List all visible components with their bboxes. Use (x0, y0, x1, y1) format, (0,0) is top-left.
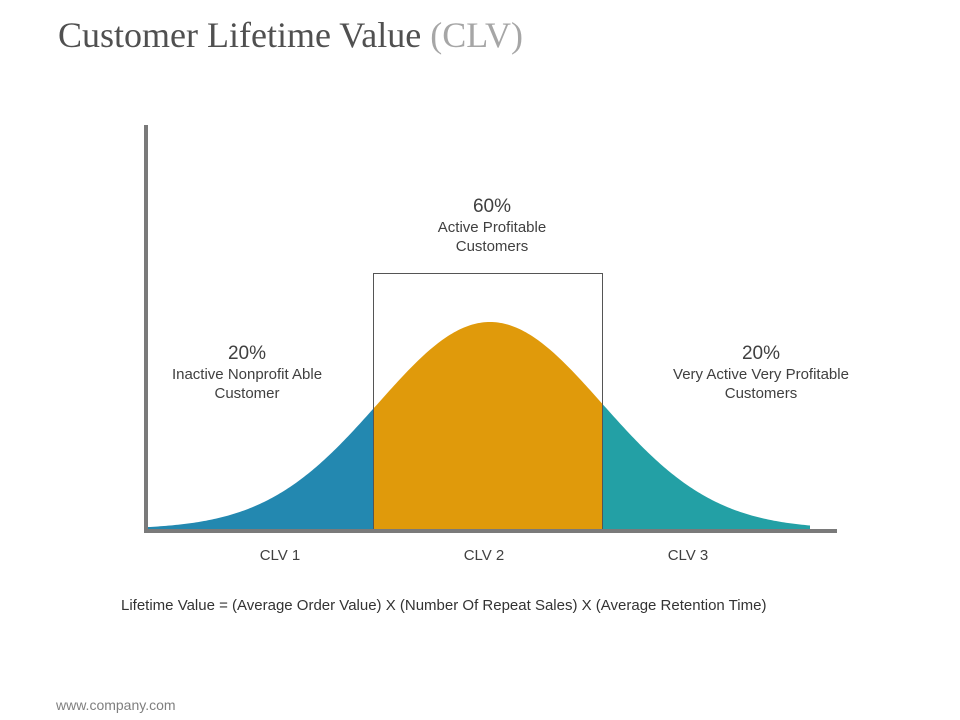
title-sub: (CLV) (430, 15, 523, 55)
title-main: Customer Lifetime Value (58, 15, 422, 55)
segment-percent-clv3: 20% (741, 343, 781, 364)
curve-segment-clv3 (602, 403, 810, 529)
segment-label-clv2: 60% Active Profitable Customers (392, 196, 592, 256)
segment-label-clv3: 20% Very Active Very Profitable Customer… (646, 343, 876, 403)
page-title: Customer Lifetime Value (CLV) (58, 14, 523, 56)
segment-desc-clv1-line1: Inactive Nonprofit Able (171, 366, 323, 383)
segment-percent-clv1: 20% (227, 343, 267, 364)
segment-percent-clv2: 60% (472, 196, 512, 217)
axis-label-clv3: CLV 3 (667, 547, 709, 564)
curve-segment-clv1 (148, 409, 373, 529)
axis-label-clv2: CLV 2 (463, 547, 505, 564)
axis-label-clv1: CLV 1 (259, 547, 301, 564)
segment-desc-clv3-line2: Customers (724, 385, 798, 402)
curve-segment-clv2 (373, 322, 602, 529)
clv-formula: Lifetime Value = (Average Order Value) X… (121, 597, 767, 614)
footer-url: www.company.com (56, 697, 176, 713)
segment-desc-clv3-line1: Very Active Very Profitable (673, 366, 849, 383)
segment-desc-clv2-line2: Customers (455, 238, 529, 255)
segment-desc-clv1-line2: Customer (214, 385, 280, 402)
segment-label-clv1: 20% Inactive Nonprofit Able Customer (147, 343, 347, 403)
segment-desc-clv2-line1: Active Profitable (437, 219, 547, 236)
